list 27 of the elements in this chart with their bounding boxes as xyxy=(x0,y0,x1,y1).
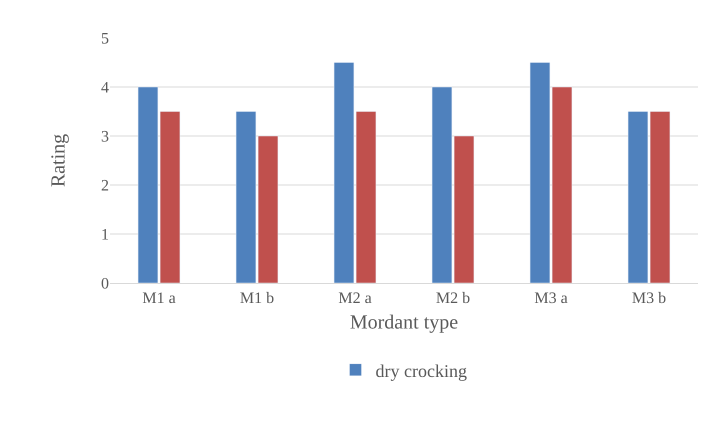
bar xyxy=(258,136,278,283)
y-tick-label: 5 xyxy=(101,30,109,48)
bar xyxy=(334,62,354,283)
x-tick-label: M2 b xyxy=(436,290,470,308)
y-tick-label: 0 xyxy=(101,276,109,293)
y-tick-label: 4 xyxy=(101,80,109,97)
bar xyxy=(454,136,474,283)
bar xyxy=(236,111,256,283)
x-tick-label: M3 b xyxy=(632,290,666,308)
x-tick-label: M1 b xyxy=(240,290,274,308)
bar xyxy=(530,62,550,283)
bar xyxy=(356,111,376,283)
y-axis-title: Rating xyxy=(48,134,70,188)
bar xyxy=(160,111,180,283)
y-tick-label: 2 xyxy=(101,178,109,195)
y-tick-label: 1 xyxy=(101,226,109,244)
bar xyxy=(628,111,648,283)
bar xyxy=(650,111,670,283)
bar xyxy=(138,86,158,283)
y-tick-label: 3 xyxy=(101,128,109,146)
x-tick-label: M2 a xyxy=(338,290,372,308)
x-axis-title: Mordant type xyxy=(350,312,458,334)
x-tick-label: M3 a xyxy=(534,290,568,308)
legend-label: dry crocking xyxy=(376,360,467,381)
x-tick-label: M1 a xyxy=(142,290,176,308)
bar xyxy=(432,86,452,283)
bar xyxy=(552,86,572,283)
